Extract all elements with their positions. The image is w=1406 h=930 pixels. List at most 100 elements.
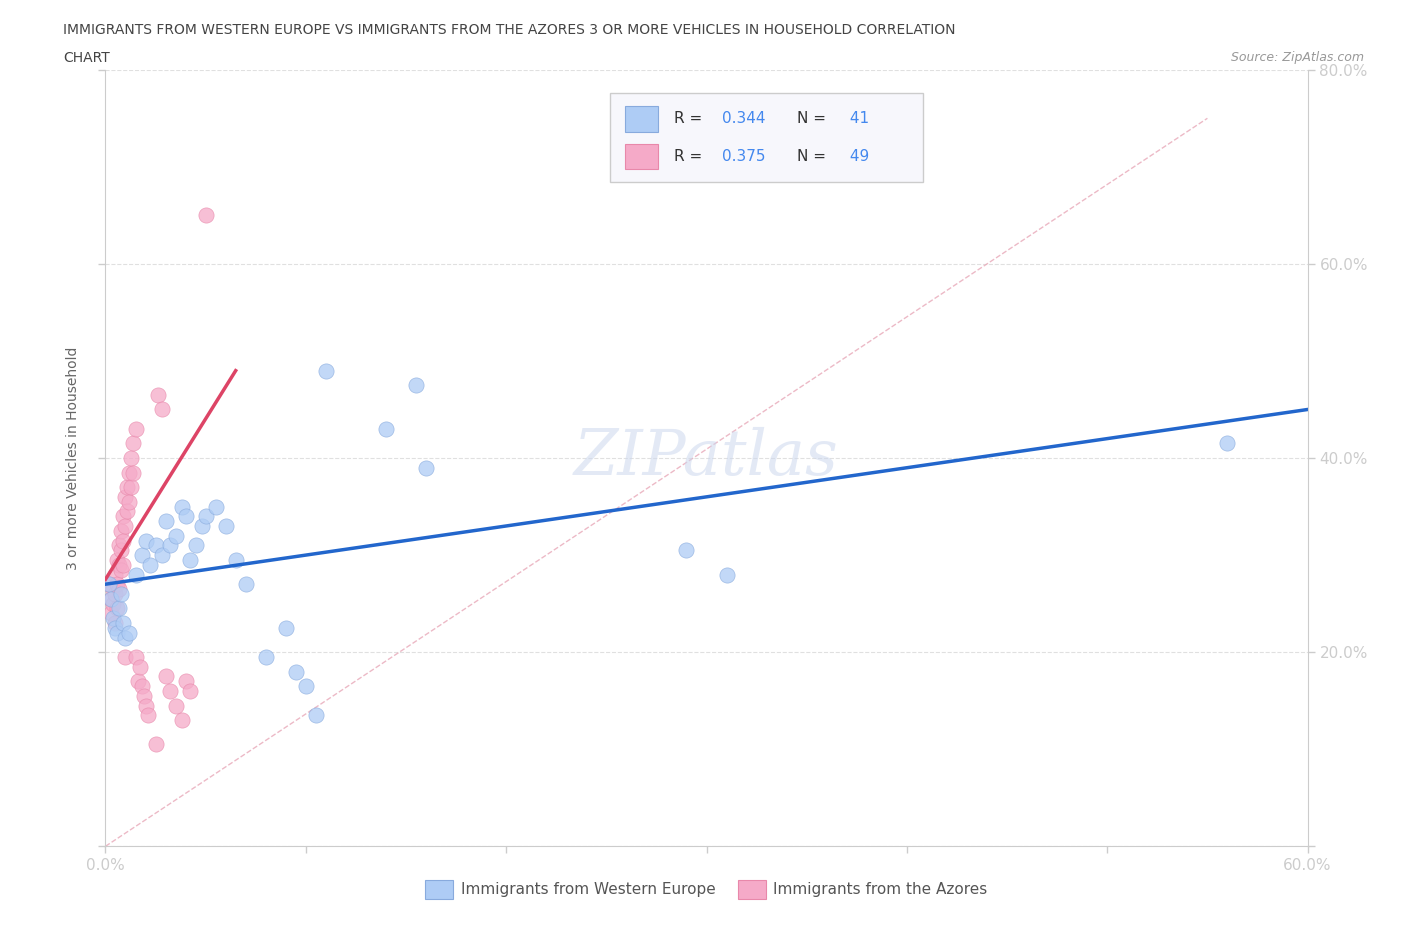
Point [184,538,207,552]
Text: CHART: CHART [63,51,110,65]
Point [170,712,193,727]
Point [124,567,146,582]
Point [110,587,132,602]
Point [100,606,122,621]
Point [190,519,212,534]
Point [108,601,131,616]
Point [295,679,318,694]
Point [103,581,125,596]
Point [135,698,157,713]
Point [254,649,277,664]
Point [118,625,141,640]
Point [100,591,122,606]
Point [159,538,181,552]
Point [159,684,181,698]
Point [121,480,143,495]
Point [108,557,131,572]
Point [235,577,257,591]
Point [415,460,437,475]
Point [145,737,167,751]
Bar [624,106,658,132]
Text: N =: N = [797,112,825,126]
Point [179,684,201,698]
Text: Source: ZipAtlas.com: Source: ZipAtlas.com [1230,51,1364,64]
Point [128,659,150,674]
Point [118,494,141,509]
Point [114,489,136,504]
Point [315,364,337,379]
Point [114,631,136,645]
Point [112,509,135,524]
Point [124,421,146,436]
Text: R =: R = [673,149,703,165]
Point [131,679,153,694]
Point [114,649,136,664]
Point [117,480,139,495]
Point [155,513,177,528]
Point [135,533,157,548]
Text: 41: 41 [845,112,869,126]
Point [174,509,197,524]
Point [104,567,127,582]
Point [305,708,328,723]
Point [112,557,135,572]
Point [1216,436,1239,451]
Text: ZIPatlas: ZIPatlas [574,427,839,489]
Point [103,611,125,626]
Point [100,591,122,606]
Point [132,688,155,703]
Point [107,577,129,591]
Point [127,674,149,689]
Point [107,601,129,616]
Point [121,451,143,466]
Legend: Immigrants from Western Europe, Immigrants from the Azores: Immigrants from Western Europe, Immigran… [419,874,994,905]
Point [122,436,145,451]
Point [274,620,297,635]
Text: 0.344: 0.344 [723,112,766,126]
Point [98,577,121,591]
Point [170,499,193,514]
Bar [624,143,658,169]
Point [124,649,146,664]
Point [150,402,173,417]
Point [108,581,131,596]
Point [194,509,217,524]
Y-axis label: 3 or more Vehicles in Household: 3 or more Vehicles in Household [66,346,80,570]
Text: IMMIGRANTS FROM WESTERN EUROPE VS IMMIGRANTS FROM THE AZORES 3 OR MORE VEHICLES : IMMIGRANTS FROM WESTERN EUROPE VS IMMIGR… [63,23,956,37]
Point [150,548,173,563]
Point [107,625,129,640]
Point [110,524,132,538]
Point [138,557,160,572]
Point [155,669,177,684]
Point [104,587,127,602]
Point [110,543,132,558]
Text: 49: 49 [845,149,869,165]
Text: N =: N = [797,149,825,165]
Point [114,519,136,534]
Point [104,616,127,631]
Text: 0.375: 0.375 [723,149,766,165]
Point [117,504,139,519]
Point [179,552,201,567]
Point [122,465,145,480]
Point [146,388,169,403]
Point [103,596,125,611]
Point [165,528,187,543]
Point [112,616,135,631]
Point [98,577,121,591]
Point [675,543,697,558]
Point [214,519,236,534]
FancyBboxPatch shape [610,93,922,182]
Point [405,378,427,392]
Point [225,552,247,567]
Point [136,708,159,723]
Point [374,421,398,436]
Point [284,664,307,679]
Point [108,538,131,552]
Point [118,465,141,480]
Point [716,567,738,582]
Point [204,499,226,514]
Point [107,552,129,567]
Point [112,533,135,548]
Point [145,538,167,552]
